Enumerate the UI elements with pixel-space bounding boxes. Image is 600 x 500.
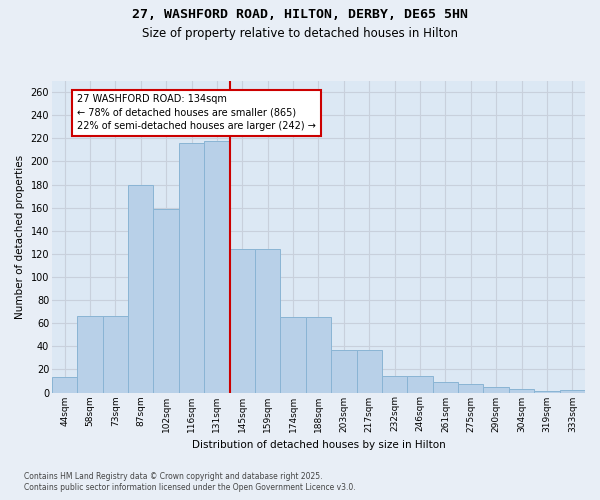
Bar xyxy=(179,143,204,392)
Bar xyxy=(458,384,484,392)
Bar xyxy=(103,316,128,392)
Bar xyxy=(154,209,179,392)
Text: 27 WASHFORD ROAD: 134sqm
← 78% of detached houses are smaller (865)
22% of semi-: 27 WASHFORD ROAD: 134sqm ← 78% of detach… xyxy=(77,94,316,131)
Bar xyxy=(77,316,103,392)
Bar xyxy=(52,378,77,392)
Bar xyxy=(433,382,458,392)
Text: Contains HM Land Registry data © Crown copyright and database right 2025.
Contai: Contains HM Land Registry data © Crown c… xyxy=(24,472,356,492)
Bar xyxy=(484,386,509,392)
Bar xyxy=(356,350,382,393)
Y-axis label: Number of detached properties: Number of detached properties xyxy=(15,154,25,318)
Bar xyxy=(382,376,407,392)
Bar xyxy=(560,390,585,392)
Text: Size of property relative to detached houses in Hilton: Size of property relative to detached ho… xyxy=(142,28,458,40)
Bar xyxy=(306,318,331,392)
Bar xyxy=(230,249,255,392)
Bar xyxy=(280,318,306,392)
Text: 27, WASHFORD ROAD, HILTON, DERBY, DE65 5HN: 27, WASHFORD ROAD, HILTON, DERBY, DE65 5… xyxy=(132,8,468,20)
Bar xyxy=(331,350,356,393)
Bar xyxy=(204,140,230,392)
Bar xyxy=(128,184,154,392)
Bar xyxy=(407,376,433,392)
Bar xyxy=(509,389,534,392)
X-axis label: Distribution of detached houses by size in Hilton: Distribution of detached houses by size … xyxy=(191,440,445,450)
Bar xyxy=(255,249,280,392)
